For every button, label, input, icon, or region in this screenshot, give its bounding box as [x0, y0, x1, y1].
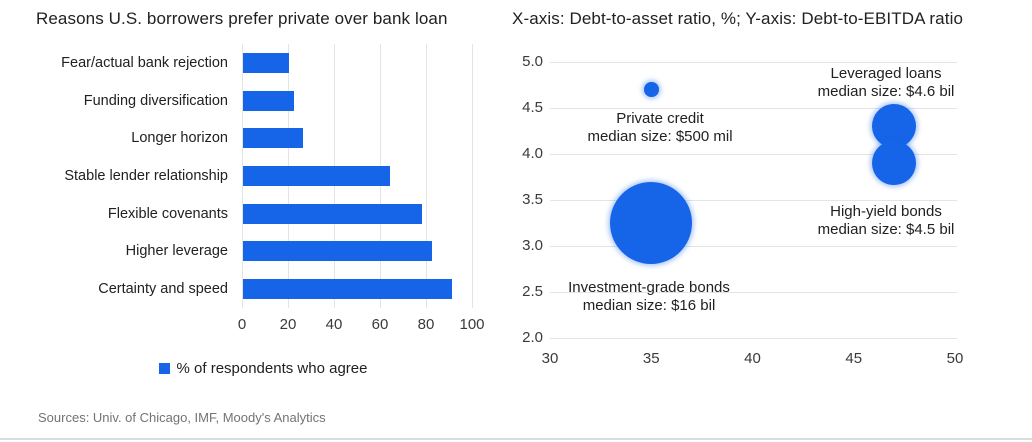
bubble-label-line: median size: $500 mil — [587, 128, 733, 145]
y-axis-tick-label: 5.0 — [522, 53, 543, 70]
bubble-chart-title: X-axis: Debt-to-asset ratio, %; Y-axis: … — [512, 9, 963, 28]
x-axis-tick-label: 30 — [541, 350, 559, 367]
x-axis-tick-label: 40 — [325, 316, 343, 333]
gridline — [242, 44, 243, 308]
bubble-high-yield-bonds — [872, 141, 917, 186]
bubble-label-line: Investment-grade bonds — [568, 279, 730, 296]
bottom-divider — [0, 438, 1032, 440]
x-axis-tick-label: 35 — [642, 350, 660, 367]
legend-label: % of respondents who agree — [176, 359, 368, 377]
x-axis-tick-label: 100 — [459, 316, 485, 333]
bar-funding-diversification — [243, 90, 294, 111]
y-axis-tick-label: 2.5 — [522, 283, 543, 300]
y-axis-tick-label: 4.0 — [522, 145, 543, 162]
y-axis-tick-label: 4.5 — [522, 99, 543, 116]
bar-longer-horizon — [243, 128, 303, 149]
gridline — [550, 246, 957, 247]
x-axis-tick-label: 20 — [279, 316, 297, 333]
x-axis-tick-label: 45 — [845, 350, 863, 367]
bubble-leveraged-loans — [872, 104, 917, 149]
gridline — [550, 62, 957, 63]
gridline — [550, 154, 957, 155]
bubble-label-line: median size: $4.6 bil — [817, 83, 955, 100]
gridline — [550, 200, 957, 201]
bar-chart-title: Reasons U.S. borrowers prefer private ov… — [36, 9, 448, 28]
bubble-label-line: High-yield bonds — [830, 203, 942, 220]
gridline — [550, 108, 957, 109]
bar-stable-lender-relationship — [243, 166, 391, 186]
bubble-label-line: median size: $4.5 bil — [817, 221, 955, 238]
gridline — [426, 44, 427, 308]
bar-fear-actual-bank-rejection — [243, 52, 289, 73]
y-axis-tick-label: 2.0 — [522, 329, 543, 346]
category-label-flexible-covenants: Flexible covenants — [107, 205, 228, 222]
bar-certainty-and-speed — [243, 279, 453, 300]
bubble-label-investment-grade-bonds: Investment-grade bonds median size: $16 b… — [568, 279, 730, 315]
category-label-fear-actual-bank-rejection: Fear/actual bank rejection — [61, 54, 228, 71]
x-axis-tick-label: 40 — [744, 350, 761, 367]
legend-swatch-icon — [158, 362, 170, 374]
bar-chart-legend: % of respondents who agree — [36, 358, 490, 378]
x-axis-tick-label: 50 — [946, 350, 964, 367]
category-label-certainty-and-speed: Certainty and speed — [98, 281, 228, 298]
bubble-label-high-yield-bonds: High-yield bonds median size: $4.5 bil — [818, 203, 955, 239]
bubble-label-line: median size: $16 bil — [582, 297, 716, 314]
category-label-funding-diversification: Funding diversification — [83, 92, 228, 109]
x-axis-tick-label: 0 — [237, 316, 247, 333]
gridline — [550, 338, 957, 339]
x-axis-tick-label: 60 — [371, 316, 389, 333]
bar-higher-leverage — [243, 241, 432, 262]
bar-flexible-covenants — [243, 203, 423, 224]
category-label-longer-horizon: Longer horizon — [131, 130, 228, 147]
category-label-higher-leverage: Higher leverage — [125, 243, 228, 260]
x-axis-tick-label: 80 — [417, 316, 435, 333]
category-label-stable-lender-relationship: Stable lender relationship — [64, 167, 228, 184]
gridline — [472, 44, 473, 308]
sources-note: Sources: Univ. of Chicago, IMF, Moody's … — [38, 410, 326, 425]
bubble-label-line: Leveraged loans — [830, 65, 942, 82]
y-axis-tick-label: 3.5 — [522, 191, 543, 208]
gridline — [550, 292, 957, 293]
bubble-label-line: Private credit — [616, 110, 704, 127]
bubble-label-private-credit: Private credit median size: $500 mil — [587, 110, 732, 146]
bubble-investment-grade-bonds — [610, 181, 693, 265]
bubble-label-leveraged-loans: Leveraged loans median size: $4.6 bil — [818, 65, 955, 101]
bubble-private-credit — [643, 82, 659, 97]
y-axis-tick-label: 3.0 — [522, 237, 543, 254]
